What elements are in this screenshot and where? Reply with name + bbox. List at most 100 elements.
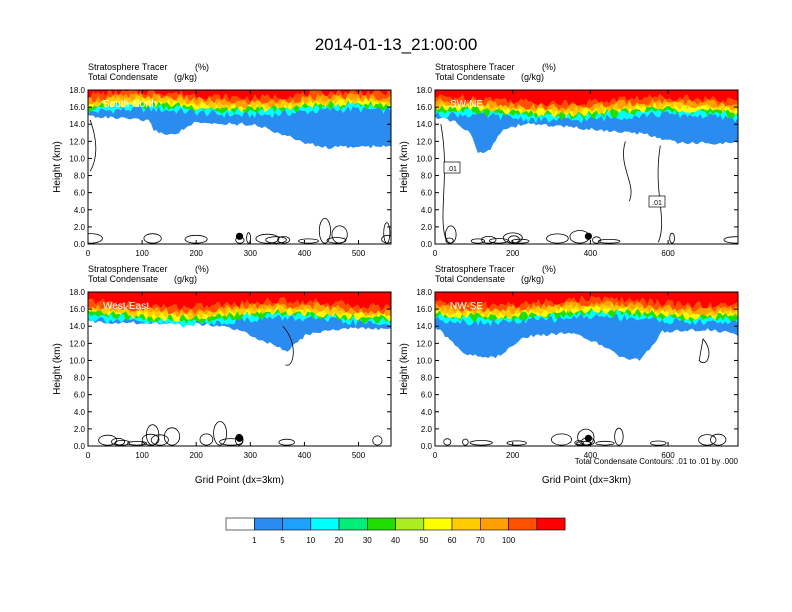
- contour: [127, 441, 148, 446]
- figure-title: 2014-01-13_21:00:00: [315, 35, 478, 54]
- subtitle-0: Stratosphere Tracer: [435, 62, 515, 72]
- y-tick-label: 2.0: [74, 425, 86, 434]
- y-tick-label: 8.0: [421, 374, 433, 383]
- contour: [111, 437, 126, 446]
- panels: South-North Stratosphere Tracer (%) Total C…: [52, 62, 739, 486]
- y-tick-label: 0.0: [421, 240, 433, 249]
- y-tick-label: 8.0: [74, 172, 86, 181]
- x-tick-label: 400: [298, 249, 312, 258]
- subtitle-1: Total Condensate: [88, 72, 158, 82]
- contour: [470, 238, 486, 244]
- y-tick-label: 2.0: [421, 425, 433, 434]
- y-tick-label: 12.0: [416, 339, 432, 348]
- colorbar-label: 5: [280, 536, 285, 545]
- y-tick-label: 18.0: [69, 288, 85, 297]
- contour: [506, 440, 527, 446]
- y-tick-label: 10.0: [416, 154, 432, 163]
- y-tick-label: 14.0: [416, 322, 432, 331]
- colorbar-swatch: [282, 517, 312, 531]
- y-tick-label: 18.0: [416, 86, 432, 95]
- panel-label: South-North: [103, 99, 157, 110]
- contour: [150, 434, 169, 446]
- contour: [576, 441, 592, 446]
- contour-label-box: [443, 161, 461, 174]
- x-axis-label: Grid Point (dx=3km): [195, 475, 284, 486]
- x-tick-label: 500: [352, 249, 366, 258]
- x-tick-label: 200: [190, 249, 204, 258]
- x-tick-label: 100: [135, 249, 149, 258]
- x-tick-label: 400: [584, 451, 598, 460]
- center-marker: [584, 434, 593, 442]
- plot-frame: [87, 89, 392, 245]
- subtitle-0: Stratosphere Tracer: [435, 264, 515, 274]
- y-tick-label: 12.0: [69, 339, 85, 348]
- tracer-field: [88, 90, 391, 244]
- contour: [199, 433, 214, 446]
- x-tick-label: 0: [86, 249, 91, 258]
- x-axis-label: Grid Point (dx=3km): [542, 475, 631, 486]
- y-axis-label: Height (km): [52, 343, 63, 395]
- center-marker: [584, 232, 593, 240]
- contour: [488, 238, 509, 244]
- contour: [246, 232, 252, 244]
- subtitle-1: Total Condensate: [88, 274, 158, 284]
- contour: [318, 218, 331, 244]
- y-tick-label: 12.0: [416, 137, 432, 146]
- contour: [723, 236, 738, 244]
- y-tick-label: 14.0: [69, 120, 85, 129]
- contour: [597, 239, 621, 244]
- y-tick-label: 16.0: [69, 305, 85, 314]
- y-tick-label: 10.0: [416, 356, 432, 365]
- contour-label-box: [648, 195, 666, 208]
- colorbar-swatch: [310, 517, 340, 531]
- contour: [326, 237, 347, 244]
- y-axis-label: Height (km): [399, 343, 410, 395]
- y-tick-label: 4.0: [421, 206, 433, 215]
- colorbar-label: 100: [502, 536, 516, 545]
- subtitle-units-1: (g/kg): [174, 274, 197, 284]
- panel-label: West-East: [103, 301, 149, 312]
- y-tick-label: 4.0: [74, 206, 86, 215]
- contour: [265, 236, 287, 244]
- contour: [163, 427, 181, 446]
- tracer-band-7: [88, 90, 391, 102]
- colorbar-label: 1: [252, 536, 257, 545]
- y-tick-label: 2.0: [421, 223, 433, 232]
- panel-west-east: West-East Stratosphere Tracer (%) Total Con…: [52, 264, 392, 486]
- x-tick-label: 300: [244, 451, 258, 460]
- contour: [649, 440, 667, 446]
- y-tick-label: 18.0: [69, 86, 85, 95]
- contour: [372, 435, 383, 446]
- subtitle-1: Total Condensate: [435, 72, 505, 82]
- contour: [282, 325, 294, 366]
- tracer-field: [435, 292, 738, 446]
- plot-frame: [434, 291, 739, 447]
- y-tick-label: 16.0: [416, 103, 432, 112]
- contour: [710, 433, 727, 446]
- x-tick-label: 100: [135, 451, 149, 460]
- y-tick-label: 16.0: [69, 103, 85, 112]
- colorbar-swatch: [366, 517, 396, 531]
- contour: [445, 225, 457, 244]
- contour: [481, 236, 497, 244]
- colorbar-label: 20: [335, 536, 344, 545]
- y-tick-label: 6.0: [421, 189, 433, 198]
- colorbar-label: 40: [391, 536, 400, 545]
- contour: [98, 434, 118, 446]
- condensate-contours: [98, 325, 383, 446]
- subtitle-units-0: (%): [195, 62, 209, 72]
- y-tick-label: 0.0: [74, 442, 86, 451]
- y-tick-label: 0.0: [74, 240, 86, 249]
- contour: [298, 238, 319, 244]
- condensate-contours: [443, 338, 727, 446]
- contour: [551, 433, 573, 446]
- contour: [213, 421, 228, 446]
- contour: [698, 338, 710, 363]
- contour-label: .01: [652, 200, 662, 207]
- x-tick-label: 200: [190, 451, 204, 460]
- subtitle-units-0: (%): [542, 62, 556, 72]
- subtitle-1: Total Condensate: [435, 274, 505, 284]
- x-tick-label: 0: [86, 451, 91, 460]
- center-marker: [235, 232, 244, 240]
- contour: [143, 233, 162, 244]
